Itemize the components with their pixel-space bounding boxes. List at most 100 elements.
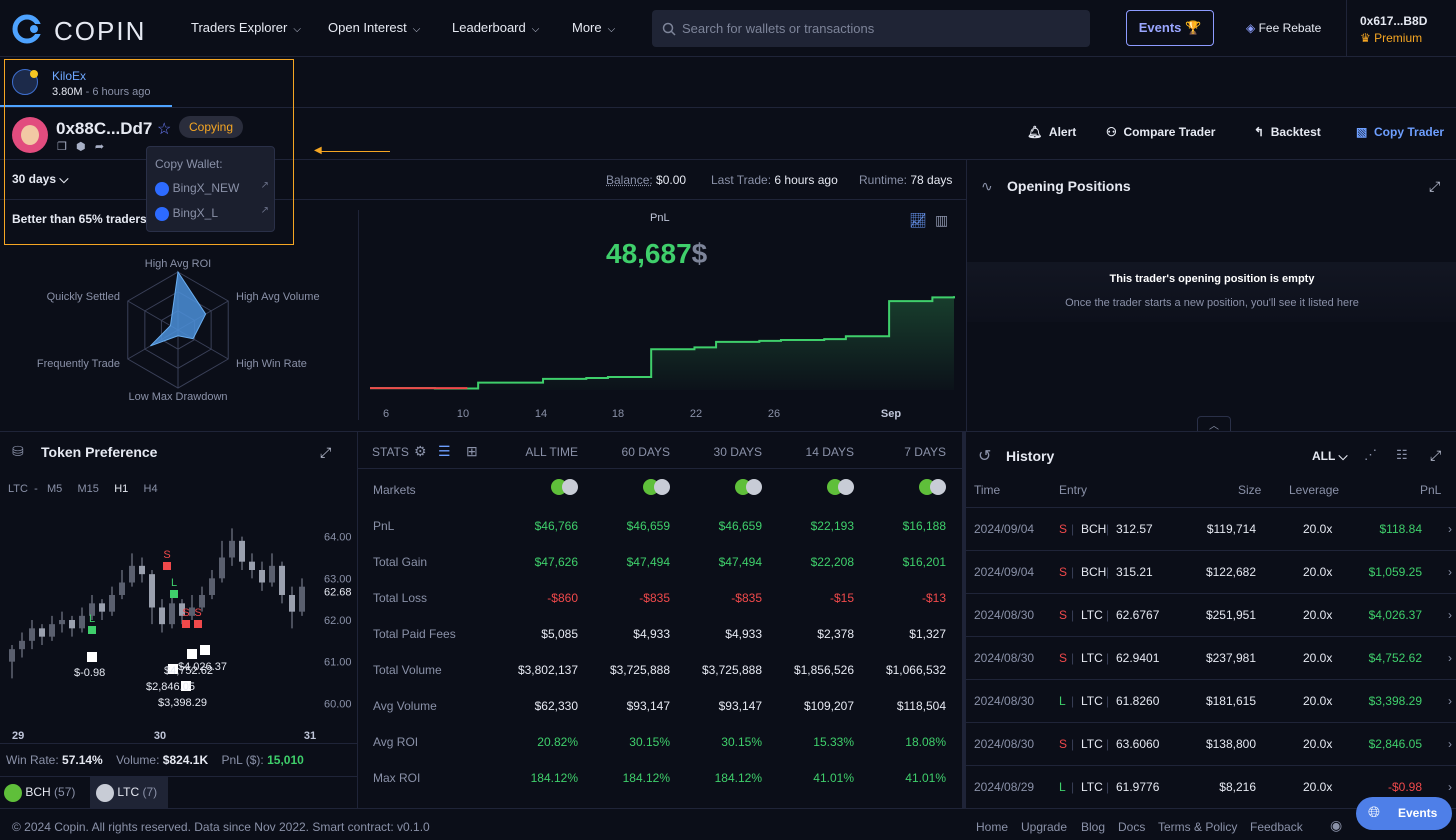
stats-cell: $46,659 xyxy=(718,519,762,533)
activity-icon: ∿ xyxy=(981,178,993,194)
history-row[interactable]: 2024/09/04 S | BCH | 315.21 $122,682 20.0x $1,05… xyxy=(966,551,1456,594)
copy-wallet-item[interactable]: BingX_L ↗ xyxy=(155,205,269,221)
row-size: $119,714 xyxy=(1206,522,1256,536)
radar-label: Frequently Trade xyxy=(37,358,120,370)
token-stats: Win Rate: 57.14% Volume: $824.1K PnL ($)… xyxy=(6,753,304,767)
protocol-volume: 3.80M xyxy=(52,86,83,98)
copying-badge[interactable]: Copying xyxy=(179,116,244,138)
trade-annotation: $4,752.62 xyxy=(164,665,213,677)
footer-upgrade[interactable]: Upgrade xyxy=(1021,820,1068,834)
bar-chart-icon[interactable]: ▥ xyxy=(935,212,949,228)
stats-row-label: Markets xyxy=(373,483,416,497)
expand-icon[interactable]: ⤢ xyxy=(1429,178,1441,194)
candle-body xyxy=(249,561,255,570)
list-view-icon[interactable]: ☰ xyxy=(438,443,451,459)
nav-leaderboard[interactable]: Leaderboard ⌵ xyxy=(452,20,539,35)
stats-col-header: 60 DAYS xyxy=(621,445,670,459)
scatter-icon[interactable]: ⋰ xyxy=(1364,447,1377,462)
copy-trader-button[interactable]: ▧ Copy Trader xyxy=(1356,125,1444,139)
nav-traders-explorer[interactable]: Traders Explorer ⌵ xyxy=(191,20,301,35)
timeframe-h1[interactable]: H1 xyxy=(114,483,129,495)
trade-annotation: $3,398.29 xyxy=(158,697,207,709)
floating-events-button[interactable]: 🌐︎ Events xyxy=(1356,797,1452,830)
footer-feedback[interactable]: Feedback xyxy=(1250,820,1303,834)
stats-cell: $16,188 xyxy=(902,519,946,533)
pnl-value: 15,010 xyxy=(267,753,304,767)
bars-icon[interactable]: ☷ xyxy=(1396,447,1408,462)
history-row[interactable]: 2024/08/30 S | LTC | 62.9401 $237,981 20.0x $4,7… xyxy=(966,637,1456,680)
x-tick: 31 xyxy=(304,730,316,742)
candle-body xyxy=(219,557,225,579)
line-chart-icon[interactable]: 📈︎ xyxy=(909,212,927,228)
stats-row: Total Volume $3,802,137 $3,725,888 $3,725,8… xyxy=(358,651,962,687)
nav-more[interactable]: More ⌵ xyxy=(572,20,615,35)
discord-icon[interactable]: ◉ xyxy=(1330,817,1343,833)
grid-view-icon[interactable]: ⊞ xyxy=(466,443,478,459)
badge-icon xyxy=(30,70,38,78)
timeframe-bar: LTC - M5 M15 H1 H4 xyxy=(8,483,158,495)
token-count: (57) xyxy=(54,785,76,799)
wallet-menu[interactable]: 0x617...B8D ♛ Premium xyxy=(1360,14,1427,45)
trade-marker-label: S xyxy=(163,549,170,561)
token-tab-bch[interactable]: BCH (57) xyxy=(4,782,88,808)
row-divider: | xyxy=(1106,737,1110,751)
nav-open-interest[interactable]: Open Interest ⌵ xyxy=(328,20,420,35)
history-filter[interactable]: ALL ⌵ xyxy=(1312,449,1348,464)
history-row[interactable]: 2024/09/04 S | BCH | 312.57 $119,714 20.0x $118.… xyxy=(966,508,1456,551)
stats-cell: $1,066,532 xyxy=(885,663,946,677)
exit-marker xyxy=(87,652,97,662)
row-side: S xyxy=(1059,651,1068,665)
copy-wallet-item[interactable]: BingX_NEW ↗ xyxy=(155,180,269,196)
volume-label: Volume: xyxy=(116,753,160,767)
history-row[interactable]: 2024/08/30 L | LTC | 61.8260 $181,615 20.0x $3,3… xyxy=(966,680,1456,723)
cube-icon[interactable]: ⬢ xyxy=(76,141,86,153)
copyright: © 2024 Copin. All rights reserved. Data … xyxy=(12,820,430,834)
chevron-right-icon: › xyxy=(1448,608,1452,622)
footer-blog[interactable]: Blog xyxy=(1081,820,1106,834)
candle-body xyxy=(89,603,95,616)
collapse-toggle[interactable]: ︿ xyxy=(1197,416,1231,432)
copy-icon[interactable]: ❐ xyxy=(57,141,67,153)
alert-button[interactable]: 🔔︎ Alert xyxy=(1027,125,1076,139)
timeframe-h4[interactable]: H4 xyxy=(143,483,158,495)
stats-cell: $46,766 xyxy=(534,519,578,533)
radar-label: High Avg Volume xyxy=(236,291,320,303)
fee-rebate-link[interactable]: ◈ Fee Rebate xyxy=(1246,21,1321,35)
period-select[interactable]: 30 days ⌵ xyxy=(12,172,69,187)
chevron-right-icon: › xyxy=(1448,565,1452,579)
radar-label: High Avg ROI xyxy=(145,258,211,270)
star-icon[interactable]: ☆ xyxy=(157,121,172,138)
events-button[interactable]: Events 🏆 xyxy=(1126,10,1214,46)
footer-home[interactable]: Home xyxy=(976,820,1009,834)
expand-icon[interactable]: ⤢ xyxy=(320,444,332,460)
history-row[interactable]: 2024/08/30 S | LTC | 63.6060 $138,800 20.0x $2,8… xyxy=(966,723,1456,766)
trader-address[interactable]: 0x88C...Dd7 xyxy=(56,119,153,138)
copy-trade-icon: ▧ xyxy=(1356,125,1368,139)
row-divider: | xyxy=(1106,522,1110,536)
history-row[interactable]: 2024/08/30 S | LTC | 62.6767 $251,951 20.0x $4,0… xyxy=(966,594,1456,637)
chevron-down-icon: ⌵ xyxy=(1338,449,1348,463)
token-tab-ltc[interactable]: LTC (7) xyxy=(90,777,168,808)
stats-cell: $109,207 xyxy=(803,699,854,713)
last-trade-value: 6 hours ago xyxy=(774,173,838,187)
share-icon[interactable]: ➦ xyxy=(94,141,105,153)
copin-logo[interactable]: COPIN xyxy=(12,14,162,46)
search-input[interactable] xyxy=(682,10,1082,47)
stats-cell: $4,933 xyxy=(633,627,670,641)
gear-icon[interactable]: ⚙ xyxy=(414,443,427,459)
timeframe-m5[interactable]: M5 xyxy=(46,483,63,495)
row-size: $122,682 xyxy=(1205,565,1256,579)
stats-cell: 15.33% xyxy=(813,735,854,749)
row-divider: | xyxy=(1106,651,1110,665)
timeframe-m15[interactable]: M15 xyxy=(77,483,99,495)
compare-trader-button[interactable]: ⚇ Compare Trader xyxy=(1106,125,1215,139)
row-side: L xyxy=(1059,780,1066,794)
scrollbar[interactable] xyxy=(962,432,966,808)
protocol-tab[interactable]: KiloEx 3.80M - 6 hours ago xyxy=(0,58,172,107)
row-time: 2024/08/30 xyxy=(974,737,1035,751)
backtest-button[interactable]: ↰ Backtest xyxy=(1254,125,1321,139)
footer-docs[interactable]: Docs xyxy=(1118,820,1146,834)
footer-terms[interactable]: Terms & Policy xyxy=(1158,820,1238,834)
expand-icon[interactable]: ⤢ xyxy=(1430,447,1442,463)
chevron-down-icon: ⌵ xyxy=(531,24,540,35)
